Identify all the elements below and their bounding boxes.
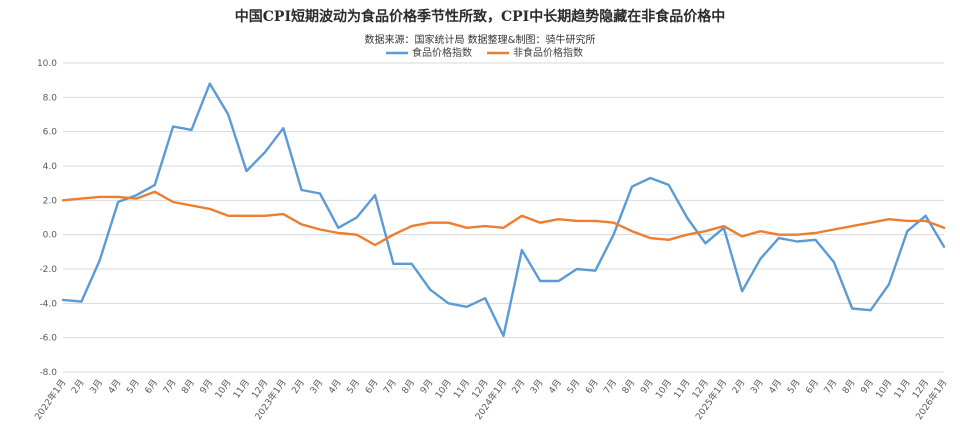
x-tick-label: 4月: [547, 377, 564, 395]
legend-label: 食品价格指数: [412, 46, 472, 59]
x-tick-label: 5月: [565, 377, 582, 395]
y-tick-label: 10.0: [37, 59, 57, 69]
y-tick-label: 0.0: [43, 231, 58, 241]
x-tick-label: 4月: [767, 377, 784, 395]
x-tick-label: 2月: [290, 377, 307, 395]
x-tick-label: 8月: [400, 377, 417, 395]
x-tick-label: 3月: [308, 377, 325, 395]
x-tick-label: 10月: [433, 377, 454, 400]
chart-subtitle: 数据来源：国家统计局 数据整理&制图：骑牛研究所: [364, 35, 596, 46]
x-tick-label: 5月: [345, 377, 362, 395]
x-tick-label: 6月: [143, 377, 160, 395]
x-tick-label: 5月: [785, 377, 802, 395]
y-tick-label: -4.0: [39, 299, 57, 309]
x-tick-label: 9月: [638, 377, 655, 395]
y-tick-label: 2.0: [43, 196, 58, 206]
x-tick-label: 2月: [69, 377, 86, 395]
x-tick-label: 6月: [583, 377, 600, 395]
y-tick-label: 8.0: [43, 93, 58, 103]
x-tick-label: 8月: [840, 377, 857, 395]
x-tick-label: 7月: [602, 377, 619, 395]
x-tick-label: 9月: [418, 377, 435, 395]
x-tick-label: 2月: [730, 377, 747, 395]
x-tick-label: 3月: [748, 377, 765, 395]
x-tick-label: 2022年1月: [32, 377, 69, 422]
x-tick-label: 2月: [510, 377, 527, 395]
x-tick-label: 9月: [859, 377, 876, 395]
chart-title: 中国CPI短期波动为食品价格季节性所致，CPI中长期趋势隐藏在非食品价格中: [234, 9, 726, 25]
x-tick-label: 3月: [528, 377, 545, 395]
x-tick-label: 6月: [363, 377, 380, 395]
x-tick-label: 5月: [124, 377, 141, 395]
x-tick-label: 8月: [179, 377, 196, 395]
x-tick-label: 4月: [326, 377, 343, 395]
series-line-nonfood: [61, 190, 946, 247]
x-tick-label: 3月: [88, 377, 105, 395]
x-tick-label: 11月: [892, 377, 913, 400]
x-tick-label: 10月: [653, 377, 674, 400]
series-line-food: [61, 82, 946, 338]
x-tick-label: 8月: [620, 377, 637, 395]
y-tick-label: -2.0: [39, 265, 57, 275]
x-tick-label: 7月: [822, 377, 839, 395]
x-tick-label: 11月: [231, 377, 252, 400]
y-tick-label: 6.0: [43, 128, 58, 138]
x-tick-label: 10月: [874, 377, 895, 400]
y-tick-label: -8.0: [39, 368, 57, 378]
x-tick-label: 6月: [804, 377, 821, 395]
y-tick-label: 4.0: [43, 162, 58, 172]
x-tick-label: 7月: [381, 377, 398, 395]
x-tick-label: 11月: [452, 377, 473, 400]
x-tick-label: 9月: [198, 377, 215, 395]
x-tick-label: 11月: [672, 377, 693, 400]
x-tick-label: 7月: [161, 377, 178, 395]
y-tick-label: -6.0: [39, 334, 57, 344]
legend-label: 非食品价格指数: [513, 46, 583, 59]
x-tick-label: 4月: [106, 377, 123, 395]
x-tick-label: 10月: [213, 377, 234, 400]
